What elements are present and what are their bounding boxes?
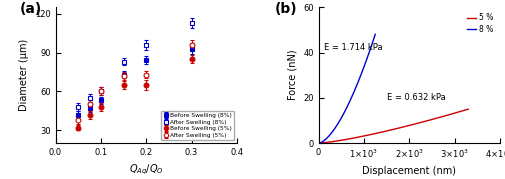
5 % bbox=[316, 142, 322, 144]
Line: 5 %: 5 % bbox=[319, 109, 468, 143]
Legend: Before Swelling (8%), After Swelling (8%), Before Swelling (5%), After Swelling : Before Swelling (8%), After Swelling (8%… bbox=[161, 111, 234, 140]
Legend: 5 %, 8 %: 5 %, 8 % bbox=[465, 11, 496, 36]
Text: E = 0.632 kPa: E = 0.632 kPa bbox=[387, 93, 445, 102]
8 % bbox=[343, 108, 349, 111]
8 % bbox=[316, 142, 322, 144]
8 % bbox=[372, 33, 378, 35]
Line: 8 %: 8 % bbox=[319, 34, 375, 143]
Y-axis label: Force (nN): Force (nN) bbox=[287, 50, 297, 100]
Text: (b): (b) bbox=[275, 2, 297, 16]
X-axis label: $Q_{Aq}$/$Q_O$: $Q_{Aq}$/$Q_O$ bbox=[129, 163, 164, 177]
8 % bbox=[349, 95, 356, 97]
5 % bbox=[387, 129, 393, 131]
5 % bbox=[462, 109, 468, 111]
8 % bbox=[371, 37, 377, 40]
5 % bbox=[405, 125, 411, 127]
5 % bbox=[465, 108, 471, 110]
Text: (a): (a) bbox=[19, 2, 41, 16]
5 % bbox=[396, 127, 402, 129]
8 % bbox=[362, 63, 368, 65]
Text: E = 1.714 kPa: E = 1.714 kPa bbox=[324, 43, 383, 52]
5 % bbox=[438, 116, 444, 118]
5 % bbox=[387, 129, 393, 131]
X-axis label: Displacement (nm): Displacement (nm) bbox=[362, 166, 456, 176]
8 % bbox=[346, 101, 352, 103]
Y-axis label: Diameter (μm): Diameter (μm) bbox=[19, 39, 29, 111]
8 % bbox=[342, 109, 348, 111]
